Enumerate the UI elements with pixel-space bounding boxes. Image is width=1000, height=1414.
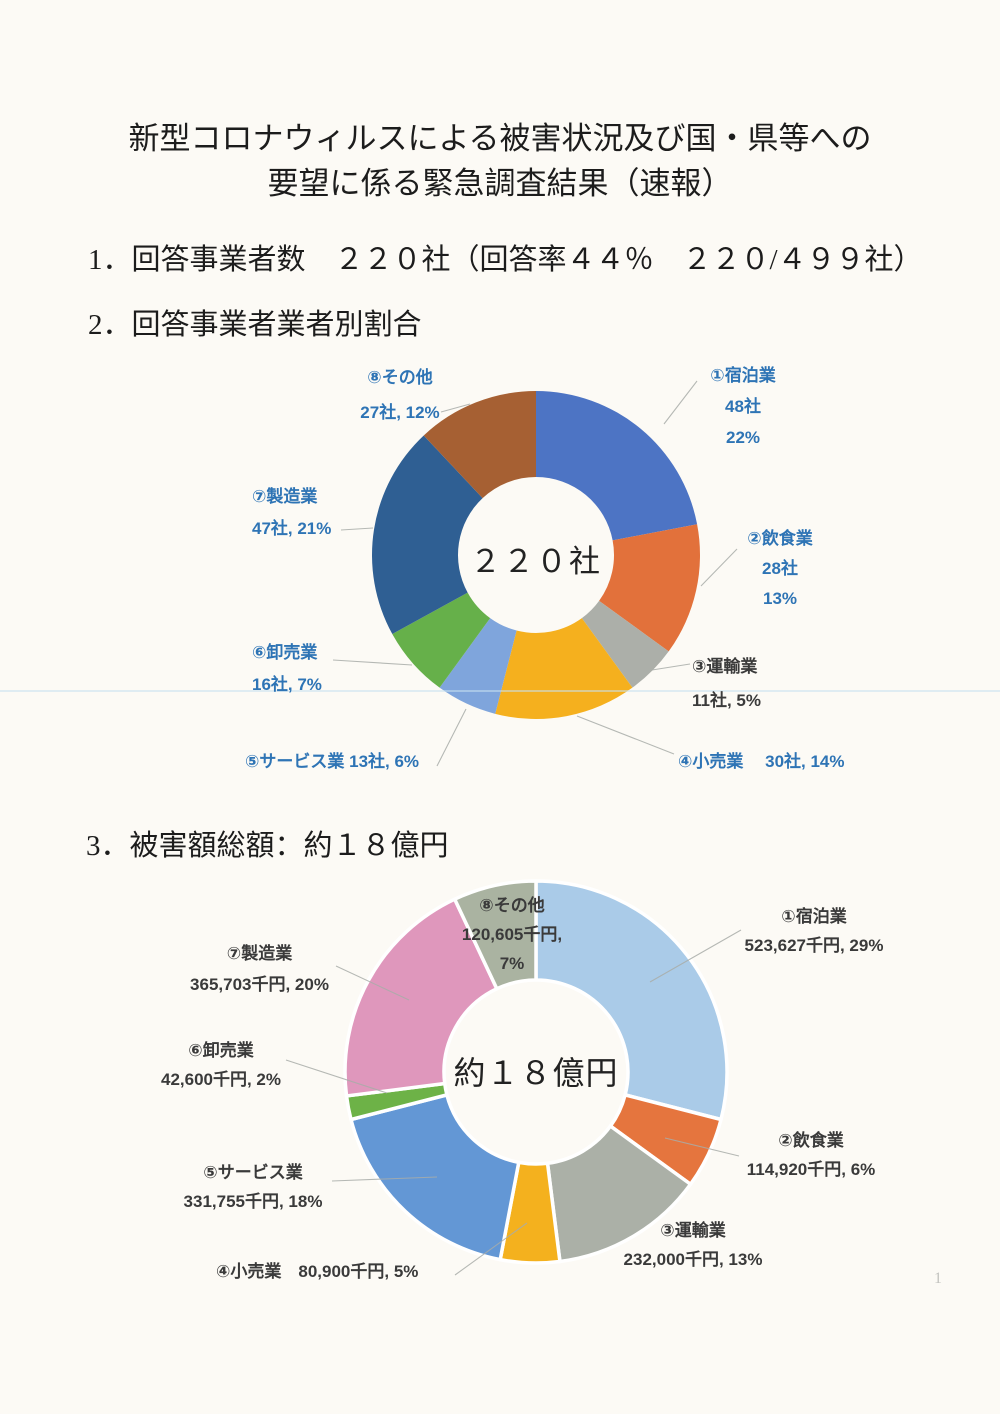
donut2-leader-line-1 xyxy=(649,929,742,983)
donut2-slice-7 xyxy=(343,897,499,1098)
donut1-leader-line-7 xyxy=(340,527,374,531)
donut2-leader-line-2 xyxy=(664,1137,740,1157)
chart1-center-total: ２２０社 xyxy=(470,544,602,580)
chart1-label-inshoku: ②飲食業 28社 13% xyxy=(747,529,813,608)
donut1-slice-8 xyxy=(423,390,536,499)
chart2-label-service: ⑤サービス業 331,755千円, 18% xyxy=(183,1163,323,1211)
donut2-slice-8 xyxy=(452,879,538,991)
chart1-label-kouri: ④小売業 30社, 14% xyxy=(678,752,845,771)
chart2-label-shukuhaku: ①宿泊業 523,627千円, 29% xyxy=(744,907,884,955)
section-2-heading: 2．回答事業者業者別割合 xyxy=(88,309,422,341)
chart1-label-shukuhaku: ①宿泊業 48社 22% xyxy=(710,366,776,447)
chart1-label-seizo: ⑦製造業 47社, 21% xyxy=(252,487,332,538)
donut1-slice-4 xyxy=(495,618,633,720)
donut2-leader-line-3 xyxy=(454,1222,528,1276)
donut2-leader-line-4 xyxy=(331,1176,438,1182)
section-3-heading: 3．被害額総額：約１８億円 xyxy=(86,830,449,862)
donut1-slice-5 xyxy=(439,618,517,714)
chart2-label-kouri: ④小売業 80,900千円, 5% xyxy=(216,1262,419,1281)
chart2-label-oroshiuri: ⑥卸売業 42,600千円, 2% xyxy=(160,1041,281,1089)
donut1-slice-2 xyxy=(599,524,701,652)
donut1-leader-line-6 xyxy=(332,659,413,666)
chart1-label-service: ⑤サービス業 13社, 6% xyxy=(245,752,420,771)
page-number: 1 xyxy=(934,1270,942,1287)
donut1-slice-3 xyxy=(581,600,669,688)
chart2-label-sonota: ⑧その他 120,605千円, 7% xyxy=(461,896,563,973)
donut2-leader-line-6 xyxy=(335,965,410,1001)
donut2-slice-1 xyxy=(534,879,729,1122)
chart2-label-inshoku: ②飲食業 114,920千円, 6% xyxy=(746,1131,876,1179)
donut2-leader-line-5 xyxy=(285,1059,388,1094)
chart2-label-seizo: ⑦製造業 365,703千円, 20% xyxy=(190,944,329,994)
page-title: 新型コロナウィルスによる被害状況及び国・県等への 要望に係る緊急調査結果（速報） xyxy=(0,116,1000,206)
donut1-leader-line-8 xyxy=(440,403,471,413)
donut1-slice-7 xyxy=(372,435,483,635)
donut1-leader-line-2 xyxy=(700,548,738,587)
donut1-leader-line-5 xyxy=(436,708,467,767)
donut-chart-2 xyxy=(343,879,729,1265)
donut-chart-1 xyxy=(372,390,701,720)
donut1-leader-line-3 xyxy=(651,663,691,671)
chart1-label-sonota: ⑧その他 27社, 12% xyxy=(360,368,440,422)
donut1-slice-6 xyxy=(392,592,491,688)
chart1-label-unyu: ③運輸業 11社, 5% xyxy=(692,657,761,710)
donut1-leader-line-1 xyxy=(663,380,698,425)
title-line-2: 要望に係る緊急調査結果（速報） xyxy=(267,166,733,201)
section-1-heading: 1．回答事業者数 ２２０社（回答率４４％ ２２０/４９９社） xyxy=(88,244,923,276)
donut1-leader-line-4 xyxy=(576,715,675,755)
chart1-label-oroshiuri: ⑥卸売業 16社, 7% xyxy=(252,643,322,694)
donut1-slice-1 xyxy=(536,391,698,541)
chart2-label-unyu: ③運輸業 232,000千円, 13% xyxy=(623,1221,763,1269)
title-line-1: 新型コロナウィルスによる被害状況及び国・県等への xyxy=(128,121,872,156)
chart2-center-total: 約１８億円 xyxy=(453,1054,619,1092)
